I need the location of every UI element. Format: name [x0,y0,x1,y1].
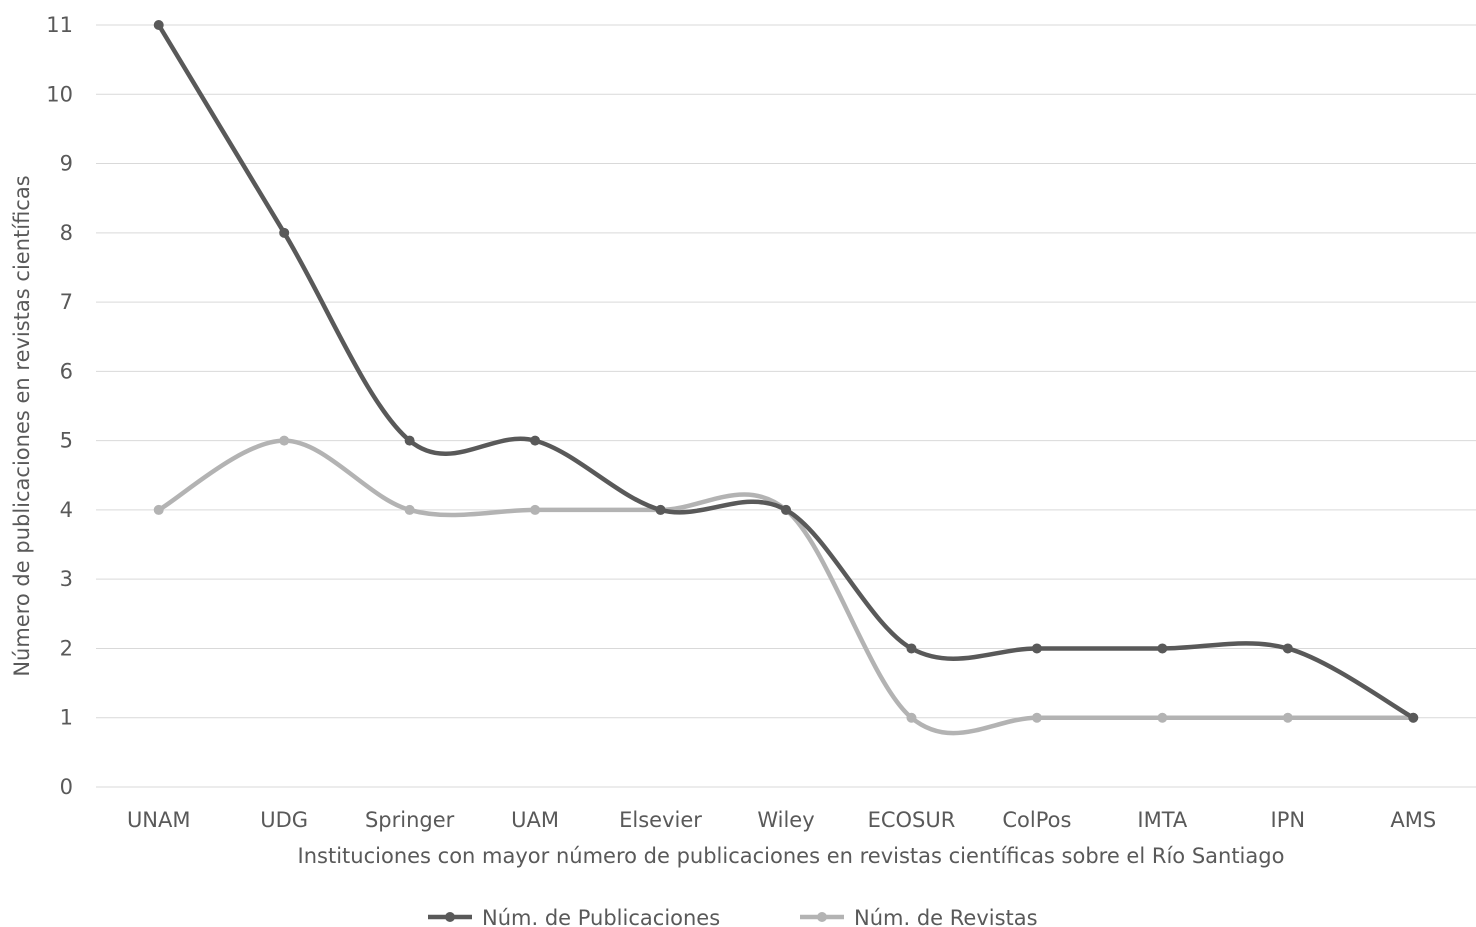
data-point [1031,643,1042,654]
legend-item-1: Núm. de Publicaciones [428,906,720,927]
x-tick-label: UAM [511,808,559,832]
series-line [156,438,1416,736]
y-tick-label: 3 [60,567,73,591]
series-2 [153,435,1419,736]
y-tick-label: 2 [60,636,73,660]
data-point [1408,712,1419,723]
legend-item-2: Núm. de Revistas [800,906,1038,927]
x-tick-label: ECOSUR [868,808,956,832]
data-point [279,227,290,238]
legend-label: Núm. de Revistas [854,906,1038,927]
data-point [1157,643,1168,654]
y-tick-label: 5 [60,429,73,453]
data-point [1282,712,1293,723]
y-axis-title: Número de publicaciones en revistas cien… [10,175,34,676]
legend: Núm. de Publicaciones Núm. de Revistas [428,906,1038,927]
y-tick-label: 10 [46,82,73,106]
x-tick-label: Elsevier [619,808,702,832]
legend-marker [817,912,827,922]
legend-marker [445,912,455,922]
x-tick-label: IMTA [1137,808,1188,832]
x-tick-label: AMS [1390,808,1436,832]
y-tick-label: 9 [60,152,73,176]
data-point [781,504,791,515]
series-line [156,22,1416,720]
legend-label: Núm. de Publicaciones [482,906,720,927]
data-point [530,435,541,446]
x-tick-label: UNAM [127,808,191,832]
y-tick-label: 1 [60,706,73,730]
x-tick-label: Wiley [757,808,814,832]
gridlines [96,24,1476,788]
y-tick-label: 11 [46,13,73,37]
y-tick-labels: 0 1 2 3 4 5 6 7 8 9 10 11 [46,13,73,799]
y-tick-label: 6 [60,359,73,383]
x-tick-labels: UNAM UDG Springer UAM Elsevier Wiley ECOSUR Col… [127,808,1436,832]
data-point [530,504,541,515]
data-point [153,504,164,515]
data-point [279,435,290,446]
x-tick-label: IPN [1271,808,1306,832]
series-1 [153,20,1419,723]
series-lines [153,20,1419,736]
x-axis-title: Instituciones con mayor número de public… [298,844,1285,868]
data-point [153,20,164,30]
data-point [404,504,415,515]
x-tick-label: ColPos [1002,808,1071,832]
data-point [906,643,917,654]
y-tick-label: 4 [60,498,73,522]
data-point [1031,712,1042,723]
data-point [906,712,917,723]
y-tick-label: 0 [60,775,73,799]
data-point [1157,712,1168,723]
y-tick-label: 7 [60,290,73,314]
y-tick-label: 8 [60,221,73,245]
data-point [1282,643,1293,654]
x-tick-label: UDG [260,808,308,832]
data-point [655,504,666,515]
data-point [404,435,415,446]
x-tick-label: Springer [365,808,455,832]
